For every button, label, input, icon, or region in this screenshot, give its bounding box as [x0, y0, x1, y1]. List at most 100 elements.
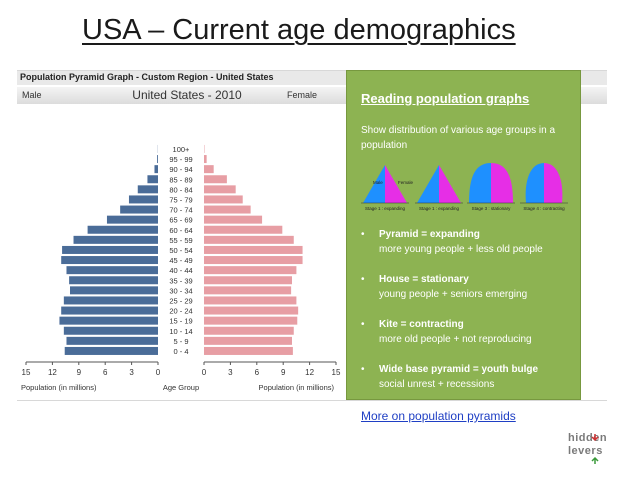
- stage-house-male: [469, 163, 491, 203]
- male-bar: [61, 256, 159, 265]
- x-tick-label: 0: [156, 368, 161, 377]
- female-bar: [204, 235, 294, 244]
- reading-graphs-box: Reading population graphs Show distribut…: [346, 70, 581, 400]
- female-bar: [204, 165, 214, 174]
- age-group-label: 95 - 99: [169, 155, 192, 164]
- stage-female-label: Female: [398, 180, 414, 185]
- x-tick-label: 6: [255, 368, 260, 377]
- x-tick-label: 12: [305, 368, 314, 377]
- stage-diagrams: Stage 1 : expanding Stage 1 : expanding St…: [361, 163, 568, 211]
- age-group-label: 65 - 69: [169, 216, 192, 225]
- age-group-label: 25 - 29: [169, 297, 192, 306]
- x-tick-label: 12: [48, 368, 57, 377]
- age-group-label: 10 - 14: [169, 327, 192, 336]
- male-bar: [69, 276, 158, 285]
- male-label: Male: [22, 90, 42, 100]
- male-bar: [64, 346, 158, 355]
- female-bar: [204, 225, 283, 234]
- x-tick-label: 15: [22, 368, 31, 377]
- age-group-label: 55 - 59: [169, 236, 192, 245]
- female-bar: [204, 205, 251, 214]
- female-bar: [204, 185, 236, 194]
- x-tick-label: 0: [202, 368, 207, 377]
- female-bar: [204, 155, 207, 164]
- male-bar: [147, 175, 158, 184]
- bullet-desc: more young people + less old people: [379, 244, 543, 255]
- age-group-label: 30 - 34: [169, 286, 192, 295]
- bullet-desc: more old people + not reproducing: [379, 334, 532, 345]
- male-bar: [62, 245, 158, 254]
- female-bar: [204, 195, 243, 204]
- x-tick-label: 6: [103, 368, 108, 377]
- male-bar: [59, 316, 158, 325]
- male-bar: [66, 336, 158, 345]
- male-bar: [73, 235, 158, 244]
- age-group-label: 85 - 89: [169, 175, 192, 184]
- stage-label: Stage 1 : expanding: [365, 206, 406, 211]
- bullet-marker: •: [361, 274, 365, 285]
- female-bar: [204, 296, 297, 305]
- more-on-pyramids-link[interactable]: More on population pyramids: [361, 409, 516, 423]
- male-bar: [63, 326, 159, 335]
- male-bar: [70, 286, 158, 295]
- male-bar: [66, 266, 158, 275]
- bullet-title: House = stationary: [379, 274, 469, 285]
- female-bar: [204, 326, 294, 335]
- bullet-marker: •: [361, 364, 365, 375]
- age-group-label: 40 - 44: [169, 266, 192, 275]
- x-tick-label: 3: [228, 368, 233, 377]
- bullet-desc: young people + seniors emerging: [379, 289, 528, 300]
- female-bar: [204, 346, 293, 355]
- logo-arrows-icon: [591, 434, 599, 464]
- age-group-label: 5 - 9: [173, 337, 188, 346]
- x-axis-label-left: Population (in millions): [21, 383, 97, 392]
- stage-pyramid-male: [417, 165, 439, 203]
- female-bar: [204, 245, 303, 254]
- female-bar: [204, 175, 227, 184]
- bullet-title: Kite = contracting: [379, 319, 464, 330]
- reading-heading: Reading population graphs: [361, 91, 530, 106]
- stage-pyramid-female: [439, 165, 461, 203]
- stage-pyramid-male: [363, 165, 385, 203]
- age-group-label: 75 - 79: [169, 196, 192, 205]
- male-bar: [61, 306, 159, 315]
- bullet-title: Pyramid = expanding: [379, 229, 480, 240]
- x-tick-label: 3: [129, 368, 134, 377]
- age-group-label: 20 - 24: [169, 307, 192, 316]
- male-bar: [137, 185, 158, 194]
- stage-house-female: [491, 163, 513, 203]
- stage-kite-male: [525, 163, 544, 203]
- female-bar: [204, 306, 299, 315]
- male-bar: [157, 155, 158, 164]
- age-group-label: 70 - 74: [169, 206, 192, 215]
- panel-header-text: Population Pyramid Graph - Custom Region…: [20, 72, 274, 82]
- female-bar: [204, 276, 292, 285]
- age-group-label: 80 - 84: [169, 185, 192, 194]
- age-group-label: 15 - 19: [169, 317, 192, 326]
- female-bar: [204, 316, 298, 325]
- age-group-label: 90 - 94: [169, 165, 192, 174]
- male-bar: [120, 205, 158, 214]
- stage-kite-female: [544, 163, 563, 203]
- age-group-label: 35 - 39: [169, 276, 192, 285]
- chart-title: United States - 2010: [132, 88, 242, 102]
- male-bar: [154, 165, 158, 174]
- x-tick-label: 9: [281, 368, 286, 377]
- female-bar: [204, 256, 303, 265]
- x-tick-label: 15: [332, 368, 341, 377]
- reading-description: Show distribution of various age groups …: [361, 125, 556, 151]
- female-bar: [204, 266, 297, 275]
- stage-male-label: Male: [373, 180, 383, 185]
- female-bar: [204, 215, 263, 224]
- bullet-marker: •: [361, 319, 365, 330]
- x-axis-label-center: Age Group: [163, 383, 199, 392]
- bullet-desc: social unrest + recessions: [379, 379, 495, 390]
- age-group-label: 60 - 64: [169, 226, 192, 235]
- logo-line1: hidden: [568, 432, 608, 444]
- slide-title: USA – Current age demographics: [82, 14, 516, 46]
- age-group-label: 0 - 4: [173, 347, 188, 356]
- stage-label: Stage 3 : stationary: [472, 206, 512, 211]
- stage-label: Stage 1 : expanding: [419, 206, 460, 211]
- x-axis-label-right: Population (in millions): [259, 383, 335, 392]
